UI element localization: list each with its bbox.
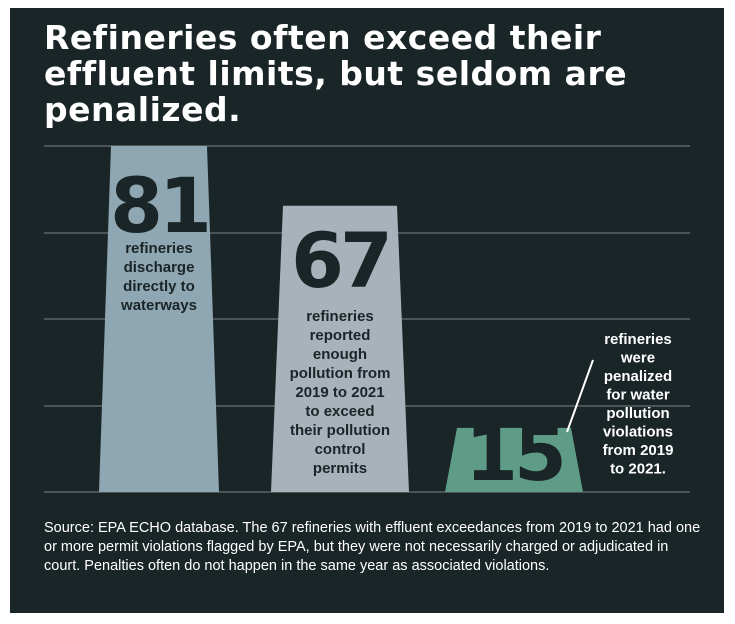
bar-label-2-line-2: reported: [310, 327, 371, 344]
bar-value-1: 81: [110, 161, 208, 250]
bar-label-2-line-6: to exceed: [305, 403, 374, 420]
bar-label-2-line-5: 2019 to 2021: [295, 384, 384, 401]
bar-1: [99, 146, 219, 492]
bar-label-2-line-3: enough: [313, 346, 367, 363]
source-note: Source: EPA ECHO database. The 67 refine…: [44, 520, 701, 574]
bar-2: [271, 205, 409, 492]
bar-label-1-line-4: waterways: [120, 297, 197, 314]
bar-label-3-line-5: pollution: [606, 405, 669, 422]
annotation-leader-line: [566, 359, 594, 433]
bar-label-3-line-3: penalized: [604, 368, 672, 385]
bar-label-3-line-6: violations: [603, 424, 673, 441]
bar-label-2-line-8: control: [315, 441, 366, 458]
bar-label-3-line-7: from 2019: [603, 442, 674, 459]
bar-label-2-line-1: refineries: [306, 308, 374, 325]
bar-label-1-line-1: refineries: [125, 240, 193, 257]
bar-3: [445, 427, 583, 492]
bar-label-2-line-7: their pollution: [290, 422, 390, 439]
bar-label-3-line-1: refineries: [604, 331, 672, 348]
bar-label-3-line-8: to 2021.: [610, 461, 666, 478]
bar-label-3-line-4: for water: [606, 387, 670, 404]
chart-title: Refineries often exceed their effluent l…: [44, 18, 628, 129]
bar-label-1-line-3: directly to: [123, 278, 195, 295]
bar-value-3: 15: [465, 409, 563, 498]
bar-label-1-line-2: discharge: [124, 259, 195, 276]
bar-label-3-line-2: were: [620, 350, 655, 367]
bar-label-2-line-9: permits: [313, 460, 367, 477]
bar-value-2: 67: [291, 216, 389, 305]
bar-label-2-line-4: pollution from: [290, 365, 391, 382]
